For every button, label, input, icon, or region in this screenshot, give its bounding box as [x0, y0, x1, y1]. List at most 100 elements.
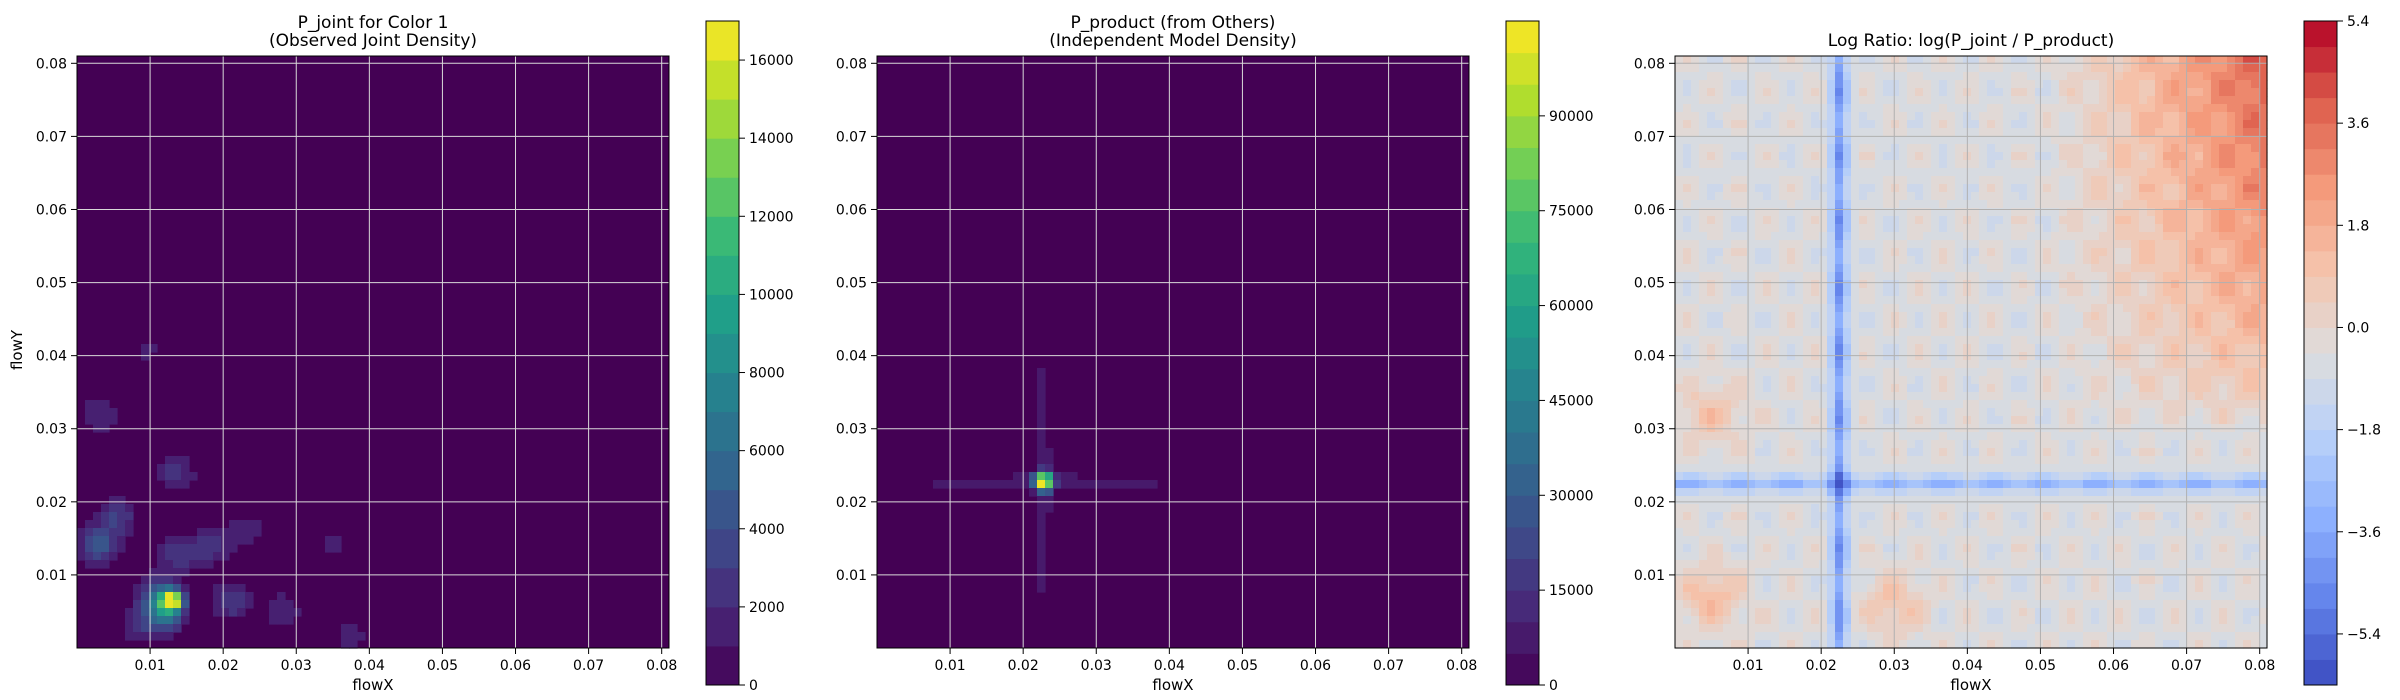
heatmap-cell: [1675, 552, 1684, 561]
heatmap-cell: [1763, 200, 1772, 209]
heatmap-cell: [1867, 624, 1876, 633]
heatmap-cell: [2139, 56, 2148, 65]
heatmap-cell: [2123, 640, 2132, 649]
heatmap-cell: [2139, 624, 2148, 633]
heatmap-cell: [1971, 584, 1980, 593]
heatmap-cell: [1691, 544, 1700, 553]
heatmap-cell: [1891, 392, 1900, 401]
heatmap-cell: [2019, 112, 2028, 121]
heatmap-cell: [1923, 520, 1932, 529]
heatmap-cell: [1803, 248, 1812, 257]
heatmap-cell: [205, 544, 214, 553]
heatmap-cell: [1835, 552, 1844, 561]
heatmap-cell: [1771, 536, 1780, 545]
heatmap-cell: [2003, 240, 2012, 249]
heatmap-cell: [1835, 528, 1844, 537]
heatmap-cell: [109, 408, 118, 417]
heatmap-cell: [2131, 520, 2140, 529]
heatmap-cell: [1867, 528, 1876, 537]
heatmap-cell: [2027, 248, 2036, 257]
heatmap-cell: [2139, 224, 2148, 233]
heatmap-cell: [2155, 408, 2164, 417]
heatmap-cell: [1979, 528, 1988, 537]
heatmap-cell: [1747, 328, 1756, 337]
heatmap-cell: [1875, 448, 1884, 457]
heatmap-cell: [1851, 480, 1860, 489]
heatmap-cell: [1683, 464, 1692, 473]
heatmap-cell: [2115, 288, 2124, 297]
heatmap-cell: [1819, 200, 1828, 209]
heatmap-cell: [1899, 584, 1908, 593]
heatmap-cell: [1939, 600, 1948, 609]
heatmap-cell: [2011, 512, 2020, 521]
heatmap-cell: [2099, 304, 2108, 313]
heatmap-cell: [1811, 160, 1820, 169]
heatmap-cell: [1755, 168, 1764, 177]
heatmap-cell: [1859, 80, 1868, 89]
heatmap-cell: [1699, 104, 1708, 113]
heatmap-cell: [1755, 128, 1764, 137]
heatmap-cell: [1683, 504, 1692, 513]
heatmap-cell: [2123, 304, 2132, 313]
heatmap-cell: [2107, 520, 2116, 529]
heatmap-cell: [1779, 472, 1788, 481]
heatmap-cell: [2107, 472, 2116, 481]
heatmap-cell: [1699, 496, 1708, 505]
heatmap-cell: [1995, 416, 2004, 425]
heatmap-cell: [1979, 280, 1988, 289]
heatmap-cell: [1763, 456, 1772, 465]
heatmap-cell: [2027, 504, 2036, 513]
heatmap-cell: [1899, 368, 1908, 377]
heatmap-cell: [2083, 456, 2092, 465]
heatmap-cell: [181, 456, 190, 465]
heatmap-cell: [2147, 640, 2156, 649]
heatmap-cell: [2027, 312, 2036, 321]
heatmap-cell: [1843, 240, 1852, 249]
heatmap-cell: [1787, 416, 1796, 425]
heatmap-cell: [1675, 168, 1684, 177]
heatmap-cell: [2067, 496, 2076, 505]
heatmap-cell: [1843, 320, 1852, 329]
heatmap-cell: [1819, 304, 1828, 313]
heatmap-cell: [165, 552, 174, 561]
heatmap-cell: [1907, 144, 1916, 153]
heatmap-cell: [1883, 504, 1892, 513]
heatmap-cell: [2035, 352, 2044, 361]
heatmap-cell: [1851, 408, 1860, 417]
heatmap-cell: [1907, 96, 1916, 105]
heatmap-cell: [2003, 512, 2012, 521]
heatmap-cell: [1755, 320, 1764, 329]
heatmap-cell: [2075, 144, 2084, 153]
heatmap-cell: [1755, 112, 1764, 121]
heatmap-cell: [1843, 536, 1852, 545]
heatmap-cell: [2083, 320, 2092, 329]
heatmap-cell: [1827, 336, 1836, 345]
heatmap-cell: [1683, 256, 1692, 265]
heatmap-cell: [2019, 88, 2028, 97]
heatmap-cell: [1779, 80, 1788, 89]
heatmap-cell: [149, 600, 158, 609]
heatmap-cell: [1755, 288, 1764, 297]
heatmap-cell: [1995, 584, 2004, 593]
heatmap-cell: [1691, 280, 1700, 289]
heatmap-background: [877, 56, 1469, 648]
heatmap-cell: [2059, 512, 2068, 521]
heatmap-cell: [2067, 168, 2076, 177]
heatmap-cell: [1827, 624, 1836, 633]
heatmap-cell: [1699, 200, 1708, 209]
heatmap-cell: [2107, 552, 2116, 561]
heatmap-cell: [2091, 128, 2100, 137]
heatmap-cell: [1723, 56, 1732, 65]
heatmap-cell: [2155, 192, 2164, 201]
heatmap-cell: [1915, 104, 1924, 113]
heatmap-cell: [1899, 360, 1908, 369]
heatmap-cell: [1747, 536, 1756, 545]
heatmap-cell: [1109, 480, 1118, 489]
heatmap-cell: [1787, 536, 1796, 545]
heatmap-cell: [1691, 536, 1700, 545]
heatmap-cell: [285, 600, 294, 609]
heatmap-cell: [1755, 416, 1764, 425]
heatmap-cell: [2147, 384, 2156, 393]
heatmap-cell: [1827, 408, 1836, 417]
heatmap-cell: [1987, 488, 1996, 497]
